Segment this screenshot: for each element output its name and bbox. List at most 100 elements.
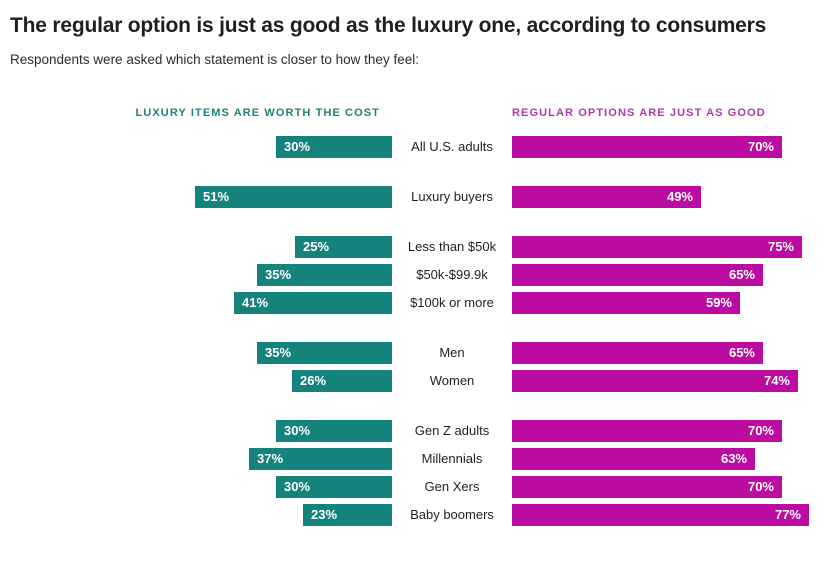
bar-value-label: 35% — [265, 267, 292, 283]
bar-value-label: 65% — [728, 267, 755, 283]
luxury-bar: 30% — [276, 136, 392, 159]
bar-value-label: 30% — [284, 479, 311, 495]
regular-bar: 70% — [512, 136, 782, 159]
diverging-bar-chart: LUXURY ITEMS ARE WORTH THE COST REGULAR … — [10, 107, 830, 527]
luxury-bar: 25% — [295, 236, 392, 259]
left-bar-cell: 41% — [10, 292, 392, 315]
luxury-bar: 30% — [276, 420, 392, 443]
chart-row: 51% Luxury buyers 49% — [10, 186, 830, 209]
category-label: Less than $50k — [407, 239, 497, 255]
bar-value-label: 49% — [666, 189, 693, 205]
header-spacer — [392, 107, 512, 119]
category-label: Gen Z adults — [414, 423, 490, 439]
bar-value-label: 35% — [265, 345, 292, 361]
category-label: Luxury buyers — [411, 189, 493, 205]
chart-rows: 30% All U.S. adults 70% 51% Luxury buyers 49%… — [10, 136, 830, 527]
bar-value-label: 25% — [303, 239, 330, 255]
chart-row-group: 30% All U.S. adults 70% — [10, 136, 830, 159]
right-bar-cell: 70% — [512, 476, 830, 499]
regular-bar: 75% — [512, 236, 802, 259]
chart-row: 30% Gen Xers 70% — [10, 476, 830, 499]
right-bar-cell: 49% — [512, 186, 830, 209]
regular-bar: 59% — [512, 292, 740, 315]
chart-row-group: 51% Luxury buyers 49% — [10, 186, 830, 209]
chart-row: 26% Women 74% — [10, 370, 830, 393]
right-bar-cell: 65% — [512, 264, 830, 287]
category-label: Millennials — [421, 451, 483, 467]
right-bar-cell: 70% — [512, 136, 830, 159]
right-bar-cell: 70% — [512, 420, 830, 443]
left-bar-cell: 26% — [10, 370, 392, 393]
regular-bar: 65% — [512, 342, 763, 365]
left-bar-cell: 35% — [10, 342, 392, 365]
category-label: $50k-$99.9k — [416, 267, 488, 283]
bar-value-label: 30% — [284, 423, 311, 439]
left-bar-cell: 30% — [10, 420, 392, 443]
chart-row: 35% Men 65% — [10, 342, 830, 365]
category-label: Men — [439, 345, 465, 361]
left-bar-cell: 23% — [10, 504, 392, 527]
left-bar-cell: 51% — [10, 186, 392, 209]
left-bar-cell: 25% — [10, 236, 392, 259]
bar-value-label: 41% — [242, 295, 269, 311]
bar-value-label: 75% — [767, 239, 794, 255]
bar-value-label: 63% — [720, 451, 747, 467]
luxury-bar: 37% — [249, 448, 392, 471]
regular-bar: 63% — [512, 448, 755, 471]
series-headers: LUXURY ITEMS ARE WORTH THE COST REGULAR … — [10, 107, 830, 119]
luxury-bar: 30% — [276, 476, 392, 499]
bar-value-label: 65% — [728, 345, 755, 361]
page-subtitle: Respondents were asked which statement i… — [10, 52, 419, 68]
right-bar-cell: 59% — [512, 292, 830, 315]
chart-row: 23% Baby boomers 77% — [10, 504, 830, 527]
chart-row: 37% Millennials 63% — [10, 448, 830, 471]
regular-bar: 65% — [512, 264, 763, 287]
regular-bar: 70% — [512, 476, 782, 499]
bar-value-label: 59% — [705, 295, 732, 311]
luxury-bar: 51% — [195, 186, 392, 209]
bar-value-label: 70% — [747, 423, 774, 439]
bar-value-label: 30% — [284, 139, 311, 155]
bar-value-label: 23% — [311, 507, 338, 523]
right-bar-cell: 65% — [512, 342, 830, 365]
right-bar-cell: 75% — [512, 236, 830, 259]
luxury-bar: 23% — [303, 504, 392, 527]
chart-row-group: 25% Less than $50k 75% 35% $50k-$99.9k 65% 41%… — [10, 236, 830, 315]
left-bar-cell: 30% — [10, 136, 392, 159]
right-series-header: REGULAR OPTIONS ARE JUST AS GOOD — [512, 107, 766, 120]
luxury-bar: 35% — [257, 264, 392, 287]
luxury-bar: 26% — [292, 370, 392, 393]
bar-value-label: 70% — [747, 479, 774, 495]
right-bar-cell: 74% — [512, 370, 830, 393]
left-bar-cell: 37% — [10, 448, 392, 471]
chart-row: 30% Gen Z adults 70% — [10, 420, 830, 443]
chart-row-group: 30% Gen Z adults 70% 37% Millennials 63% 30% Ge… — [10, 420, 830, 527]
left-series-header: LUXURY ITEMS ARE WORTH THE COST — [135, 107, 380, 120]
bar-value-label: 37% — [257, 451, 284, 467]
category-label: $100k or more — [410, 295, 494, 311]
bar-value-label: 70% — [747, 139, 774, 155]
right-bar-cell: 77% — [512, 504, 830, 527]
category-label: Gen Xers — [424, 479, 480, 495]
regular-bar: 77% — [512, 504, 809, 527]
chart-row-group: 35% Men 65% 26% Women 74% — [10, 342, 830, 393]
chart-row: 25% Less than $50k 75% — [10, 236, 830, 259]
chart-row: 35% $50k-$99.9k 65% — [10, 264, 830, 287]
category-label: Baby boomers — [410, 507, 494, 523]
luxury-bar: 35% — [257, 342, 392, 365]
regular-bar: 49% — [512, 186, 701, 209]
left-bar-cell: 35% — [10, 264, 392, 287]
right-bar-cell: 63% — [512, 448, 830, 471]
bar-value-label: 74% — [763, 373, 790, 389]
bar-value-label: 77% — [774, 507, 801, 523]
regular-bar: 70% — [512, 420, 782, 443]
category-label: Women — [429, 373, 475, 389]
page-title: The regular option is just as good as th… — [10, 14, 767, 37]
bar-value-label: 51% — [203, 189, 230, 205]
regular-bar: 74% — [512, 370, 798, 393]
bar-value-label: 26% — [300, 373, 327, 389]
chart-row: 30% All U.S. adults 70% — [10, 136, 830, 159]
chart-row: 41% $100k or more 59% — [10, 292, 830, 315]
category-label: All U.S. adults — [411, 139, 493, 155]
